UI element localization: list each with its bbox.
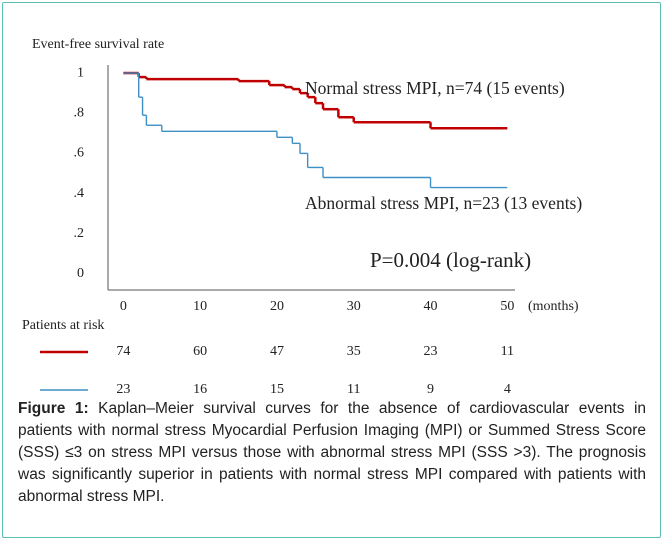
risk-count: 74: [116, 344, 130, 359]
risk-count: 15: [270, 382, 284, 397]
risk-count: 35: [347, 344, 361, 359]
risk-count: 9: [427, 382, 434, 397]
risk-count: 23: [116, 382, 130, 397]
x-tick-label: 50: [500, 299, 514, 314]
risk-count: 47: [270, 344, 284, 359]
risk-table-title: Patients at risk: [22, 318, 104, 333]
risk-count: 60: [193, 344, 207, 359]
caption: Figure 1: Kaplan–Meier survival curves f…: [18, 398, 646, 508]
x-tick-label: 40: [424, 299, 438, 314]
risk-count: 23: [424, 344, 438, 359]
y-tick-label: 1: [77, 65, 84, 80]
y-axis-label: Event-free survival rate: [32, 37, 164, 52]
x-tick-label: 10: [193, 299, 207, 314]
y-tick-label: .4: [74, 186, 85, 201]
y-tick-label: .8: [74, 105, 85, 120]
y-tick-label: .6: [74, 146, 85, 161]
risk-count: 11: [347, 382, 360, 397]
risk-count: 16: [193, 382, 207, 397]
x-tick-label: 20: [270, 299, 284, 314]
y-tick-label: .2: [74, 226, 85, 241]
series-label: Abnormal stress MPI, n=23 (13 events): [305, 193, 582, 213]
caption-text: Kaplan–Meier survival curves for the abs…: [18, 400, 647, 505]
caption-label: Figure 1:: [18, 400, 89, 417]
x-axis-label: (months): [528, 299, 579, 314]
x-tick-label: 30: [347, 299, 361, 314]
risk-count: 11: [501, 344, 514, 359]
x-tick-label: 0: [120, 299, 127, 314]
y-tick-label: 0: [77, 266, 84, 281]
risk-count: 4: [504, 382, 511, 397]
series-label: Normal stress MPI, n=74 (15 events): [305, 78, 565, 98]
p-value-annotation: P=0.004 (log-rank): [370, 248, 531, 272]
